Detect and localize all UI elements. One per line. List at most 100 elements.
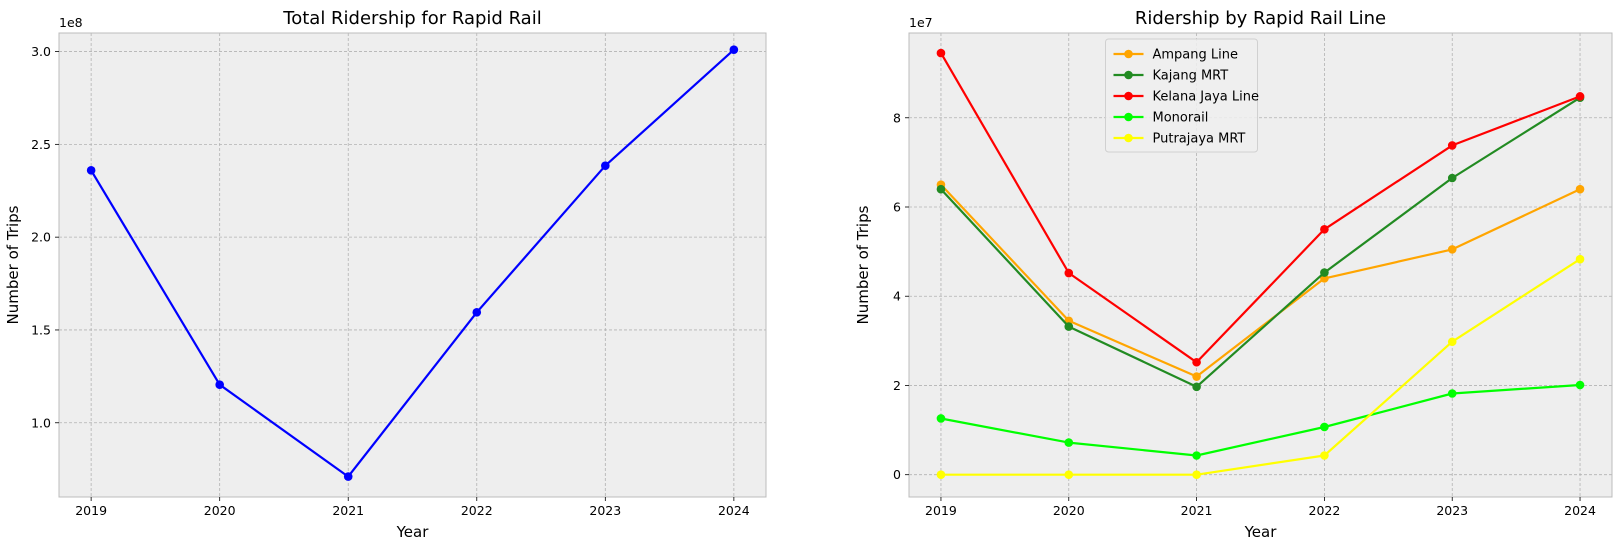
data-point	[1447, 245, 1457, 254]
plot-area	[59, 33, 766, 497]
legend-entry: Monorail	[1113, 111, 1209, 126]
y-tick-label: 8	[893, 110, 901, 125]
data-point	[1575, 92, 1585, 101]
data-point	[936, 414, 946, 423]
data-point	[343, 472, 353, 481]
series-monorail	[936, 380, 1585, 460]
series-0	[86, 45, 739, 481]
series-kajang-mrt	[936, 93, 1585, 392]
series-line	[940, 52, 1581, 364]
legend-marker	[1124, 133, 1133, 143]
data-point	[472, 308, 482, 317]
y-offset-label: 1e7	[909, 15, 933, 30]
legend-marker	[1124, 49, 1133, 59]
data-point	[1447, 141, 1457, 150]
data-point	[936, 48, 946, 58]
series-kelana-jaya-line	[936, 48, 1585, 367]
plot-frame	[908, 32, 1613, 498]
plot-area	[909, 33, 1612, 497]
legend-label: Kelana Jaya Line	[1153, 90, 1259, 105]
data-marks	[86, 45, 739, 481]
x-axis-label: Year	[1244, 523, 1278, 541]
y-axis-label: Number of Trips	[4, 205, 22, 324]
legend-entry: Putrajaya MRT	[1113, 132, 1246, 147]
y-tick-label: 6	[893, 200, 901, 215]
y-tick-label: 3.0	[31, 44, 51, 59]
data-point	[936, 470, 946, 479]
data-point	[1192, 357, 1201, 367]
legend-entry: Kajang MRT	[1113, 69, 1229, 84]
data-point	[1192, 382, 1201, 392]
data-point	[1192, 470, 1201, 479]
y-tick-label: 2.5	[31, 137, 51, 152]
legend-marker	[1124, 91, 1133, 101]
x-tick-label: 2020	[204, 503, 236, 518]
y-tick-label: 2	[893, 378, 901, 393]
x-tick-label: 2023	[589, 503, 621, 518]
data-point	[1447, 337, 1457, 347]
x-tick-labels: 2019 2020 2021 2022 2023 2024	[75, 497, 750, 518]
data-point	[1575, 380, 1585, 390]
y-tick-label: 4	[893, 289, 901, 304]
chart-title: Total Ridership for Rapid Rail	[282, 8, 541, 29]
legend: Ampang Line Kajang MRT Kelana Jaya Line Mon…	[1105, 38, 1259, 153]
data-point	[1447, 389, 1457, 398]
data-point	[1064, 268, 1074, 278]
data-point	[601, 161, 610, 171]
legend-marker	[1124, 112, 1133, 122]
y-offset-label: 1e8	[59, 15, 83, 30]
x-tick-label: 2020	[1053, 503, 1085, 518]
series-line	[941, 258, 1581, 476]
data-point	[1064, 470, 1074, 479]
legend-label: Ampang Line	[1153, 48, 1239, 63]
gridlines	[59, 33, 766, 497]
data-point	[1320, 451, 1329, 460]
x-tick-label: 2021	[1181, 503, 1213, 518]
legend-box	[1105, 38, 1258, 153]
legend-entry: Ampang Line	[1113, 48, 1239, 63]
data-point	[1064, 438, 1074, 447]
data-point	[86, 166, 96, 175]
x-tick-label: 2022	[461, 503, 493, 518]
x-tick-label: 2021	[332, 503, 364, 518]
data-point	[215, 380, 224, 390]
plot-frame	[58, 32, 767, 498]
data-point	[1192, 451, 1201, 460]
x-tick-label: 2019	[925, 503, 957, 518]
x-axis-label: Year	[396, 523, 430, 541]
data-point	[1064, 322, 1074, 331]
y-tick-labels: 0 2 4 6 8	[893, 110, 909, 482]
series-line	[940, 383, 1581, 457]
legend-label: Kajang MRT	[1153, 69, 1229, 84]
data-point	[1447, 173, 1457, 183]
series-line	[90, 48, 735, 478]
data-marks	[936, 48, 1585, 479]
y-tick-labels: 1.0 1.5 2.0 2.5 3.0	[31, 44, 59, 430]
x-tick-label: 2023	[1436, 503, 1468, 518]
data-point	[1192, 372, 1201, 381]
legend-label: Monorail	[1153, 111, 1209, 126]
y-axis-label: Number of Trips	[854, 205, 872, 324]
series-line	[940, 183, 1581, 378]
x-tick-label: 2022	[1309, 503, 1341, 518]
ridership-by-line-chart: 2019 2020 2021 2022 2023 2024 0 2 4 6 8 Ridership…	[854, 8, 1613, 541]
y-tick-label: 1.5	[31, 322, 51, 337]
data-point	[1575, 254, 1585, 264]
data-point	[936, 184, 946, 194]
x-tick-label: 2019	[75, 503, 107, 518]
y-tick-label: 0	[893, 467, 901, 482]
y-tick-label: 1.0	[31, 415, 51, 430]
series-putrajaya-mrt	[936, 254, 1585, 479]
x-tick-labels: 2019 2020 2021 2022 2023 2024	[925, 497, 1596, 518]
legend-label: Putrajaya MRT	[1153, 132, 1246, 147]
legend-marker	[1124, 70, 1133, 80]
data-point	[1320, 268, 1329, 277]
total-ridership-chart: 2019 2020 2021 2022 2023 2024 1.0 1.5 2.0 2.5 3.0…	[4, 8, 767, 541]
data-point	[729, 45, 739, 55]
chart-title: Ridership by Rapid Rail Line	[1135, 8, 1386, 29]
legend-entry: Kelana Jaya Line	[1113, 90, 1259, 105]
series-line	[940, 96, 1581, 388]
data-point	[1320, 422, 1329, 432]
y-tick-label: 2.0	[31, 230, 51, 245]
